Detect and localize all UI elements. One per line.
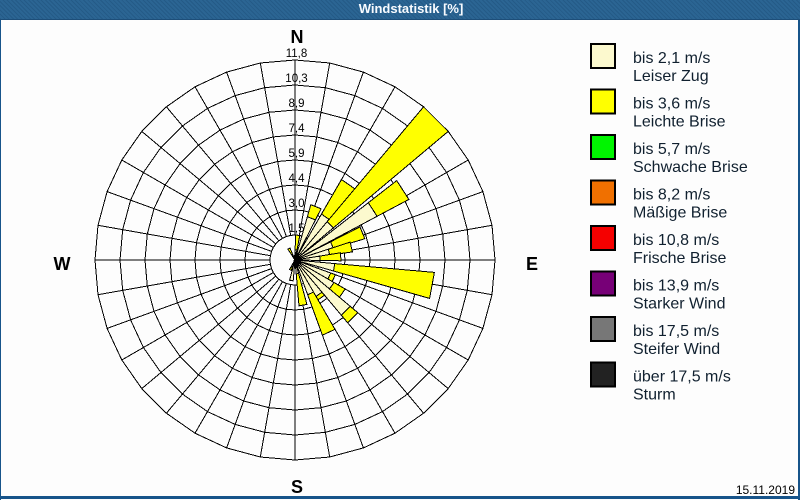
svg-text:W: W bbox=[54, 254, 71, 274]
svg-text:bis 3,6 m/s: bis 3,6 m/s bbox=[633, 96, 710, 113]
svg-text:4,4: 4,4 bbox=[289, 173, 306, 185]
svg-text:über 17,5 m/s: über 17,5 m/s bbox=[633, 369, 731, 386]
svg-text:11,8: 11,8 bbox=[286, 48, 308, 60]
svg-text:5,9: 5,9 bbox=[289, 148, 305, 160]
svg-text:E: E bbox=[526, 254, 538, 274]
svg-text:bis 13,9 m/s: bis 13,9 m/s bbox=[633, 278, 719, 295]
svg-text:Starker Wind: Starker Wind bbox=[633, 296, 725, 313]
svg-text:bis 2,1 m/s: bis 2,1 m/s bbox=[633, 50, 710, 67]
svg-text:7,4: 7,4 bbox=[289, 123, 306, 135]
svg-text:Steifer Wind: Steifer Wind bbox=[633, 341, 720, 358]
svg-text:bis 10,8 m/s: bis 10,8 m/s bbox=[633, 232, 719, 249]
svg-text:Leiser Zug: Leiser Zug bbox=[633, 68, 709, 85]
svg-text:bis 5,7 m/s: bis 5,7 m/s bbox=[633, 141, 710, 158]
svg-text:Schwache Brise: Schwache Brise bbox=[633, 159, 748, 176]
svg-text:bis 17,5 m/s: bis 17,5 m/s bbox=[633, 323, 719, 340]
svg-text:Mäßige Brise: Mäßige Brise bbox=[633, 205, 727, 222]
svg-text:Frische Brise: Frische Brise bbox=[633, 250, 726, 267]
svg-text:S: S bbox=[291, 477, 303, 497]
svg-text:bis 8,2 m/s: bis 8,2 m/s bbox=[633, 187, 710, 204]
svg-text:10,3: 10,3 bbox=[285, 73, 307, 85]
svg-text:Leichte Brise: Leichte Brise bbox=[633, 114, 726, 131]
svg-text:N: N bbox=[291, 27, 304, 47]
svg-text:Sturm: Sturm bbox=[633, 387, 676, 404]
svg-text:3,0: 3,0 bbox=[289, 198, 305, 210]
svg-text:1,5: 1,5 bbox=[289, 223, 305, 235]
svg-text:15.11.2019: 15.11.2019 bbox=[736, 483, 795, 497]
svg-text:8,9: 8,9 bbox=[289, 98, 305, 110]
